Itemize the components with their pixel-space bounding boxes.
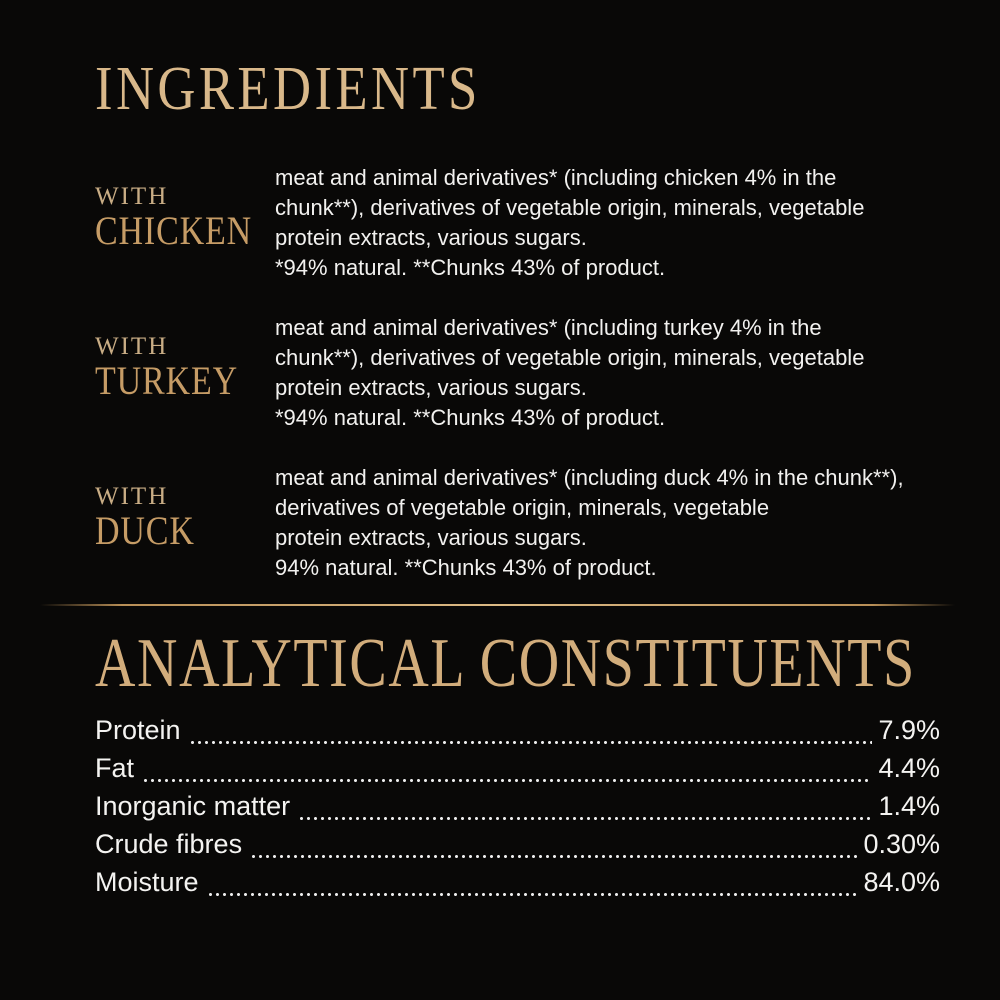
analytical-title: ANALYTICAL CONSTITUENTS [95, 625, 916, 702]
variant-label-turkey: WITH TURKEY [95, 334, 270, 402]
table-row-protein: Protein 7.9% [95, 715, 940, 753]
variant-name: CHICKEN [95, 208, 253, 253]
variant-prefix: WITH [95, 333, 169, 360]
dot-leader [250, 829, 858, 867]
ingredients-text-turkey: meat and animal derivatives* (including … [275, 315, 865, 430]
table-row-crude-fibres: Crude fibres 0.30% [95, 829, 940, 867]
dot-leader [206, 867, 858, 905]
variant-name: DUCK [95, 508, 195, 553]
row-value: 4.4% [878, 753, 940, 783]
row-label: Moisture [95, 867, 199, 897]
row-label: Crude fibres [95, 829, 243, 859]
row-value: 1.4% [878, 791, 940, 821]
ingredients-text-chicken: meat and animal derivatives* (including … [275, 165, 865, 280]
gold-divider-line [40, 604, 955, 606]
row-label: Fat [95, 753, 135, 783]
section-turkey: WITH TURKEY meat and animal derivatives*… [95, 313, 955, 463]
row-value: 84.0% [863, 867, 940, 897]
ingredients-text-duck: meat and animal derivatives* (including … [275, 465, 904, 580]
dot-leader [298, 791, 873, 829]
row-label: Inorganic matter [95, 791, 291, 821]
variant-label-duck: WITH DUCK [95, 484, 270, 552]
table-row-fat: Fat 4.4% [95, 753, 940, 791]
ingredients-title: INGREDIENTS [95, 55, 481, 123]
variant-prefix: WITH [95, 483, 169, 510]
dot-leader [142, 753, 873, 791]
table-row-moisture: Moisture 84.0% [95, 867, 940, 905]
dot-leader [188, 715, 873, 753]
table-row-inorganic-matter: Inorganic matter 1.4% [95, 791, 940, 829]
variant-label-chicken: WITH CHICKEN [95, 184, 270, 252]
row-value: 0.30% [863, 829, 940, 859]
variant-name: TURKEY [95, 358, 238, 403]
variant-prefix: WITH [95, 183, 169, 210]
row-label: Protein [95, 715, 181, 745]
ingredients-sections: WITH CHICKEN meat and animal derivatives… [95, 163, 955, 613]
section-duck: WITH DUCK meat and animal derivatives* (… [95, 463, 955, 613]
analytical-table: Protein 7.9% Fat 4.4% Inorganic matter 1… [95, 715, 940, 905]
section-chicken: WITH CHICKEN meat and animal derivatives… [95, 163, 955, 313]
row-value: 7.9% [878, 715, 940, 745]
